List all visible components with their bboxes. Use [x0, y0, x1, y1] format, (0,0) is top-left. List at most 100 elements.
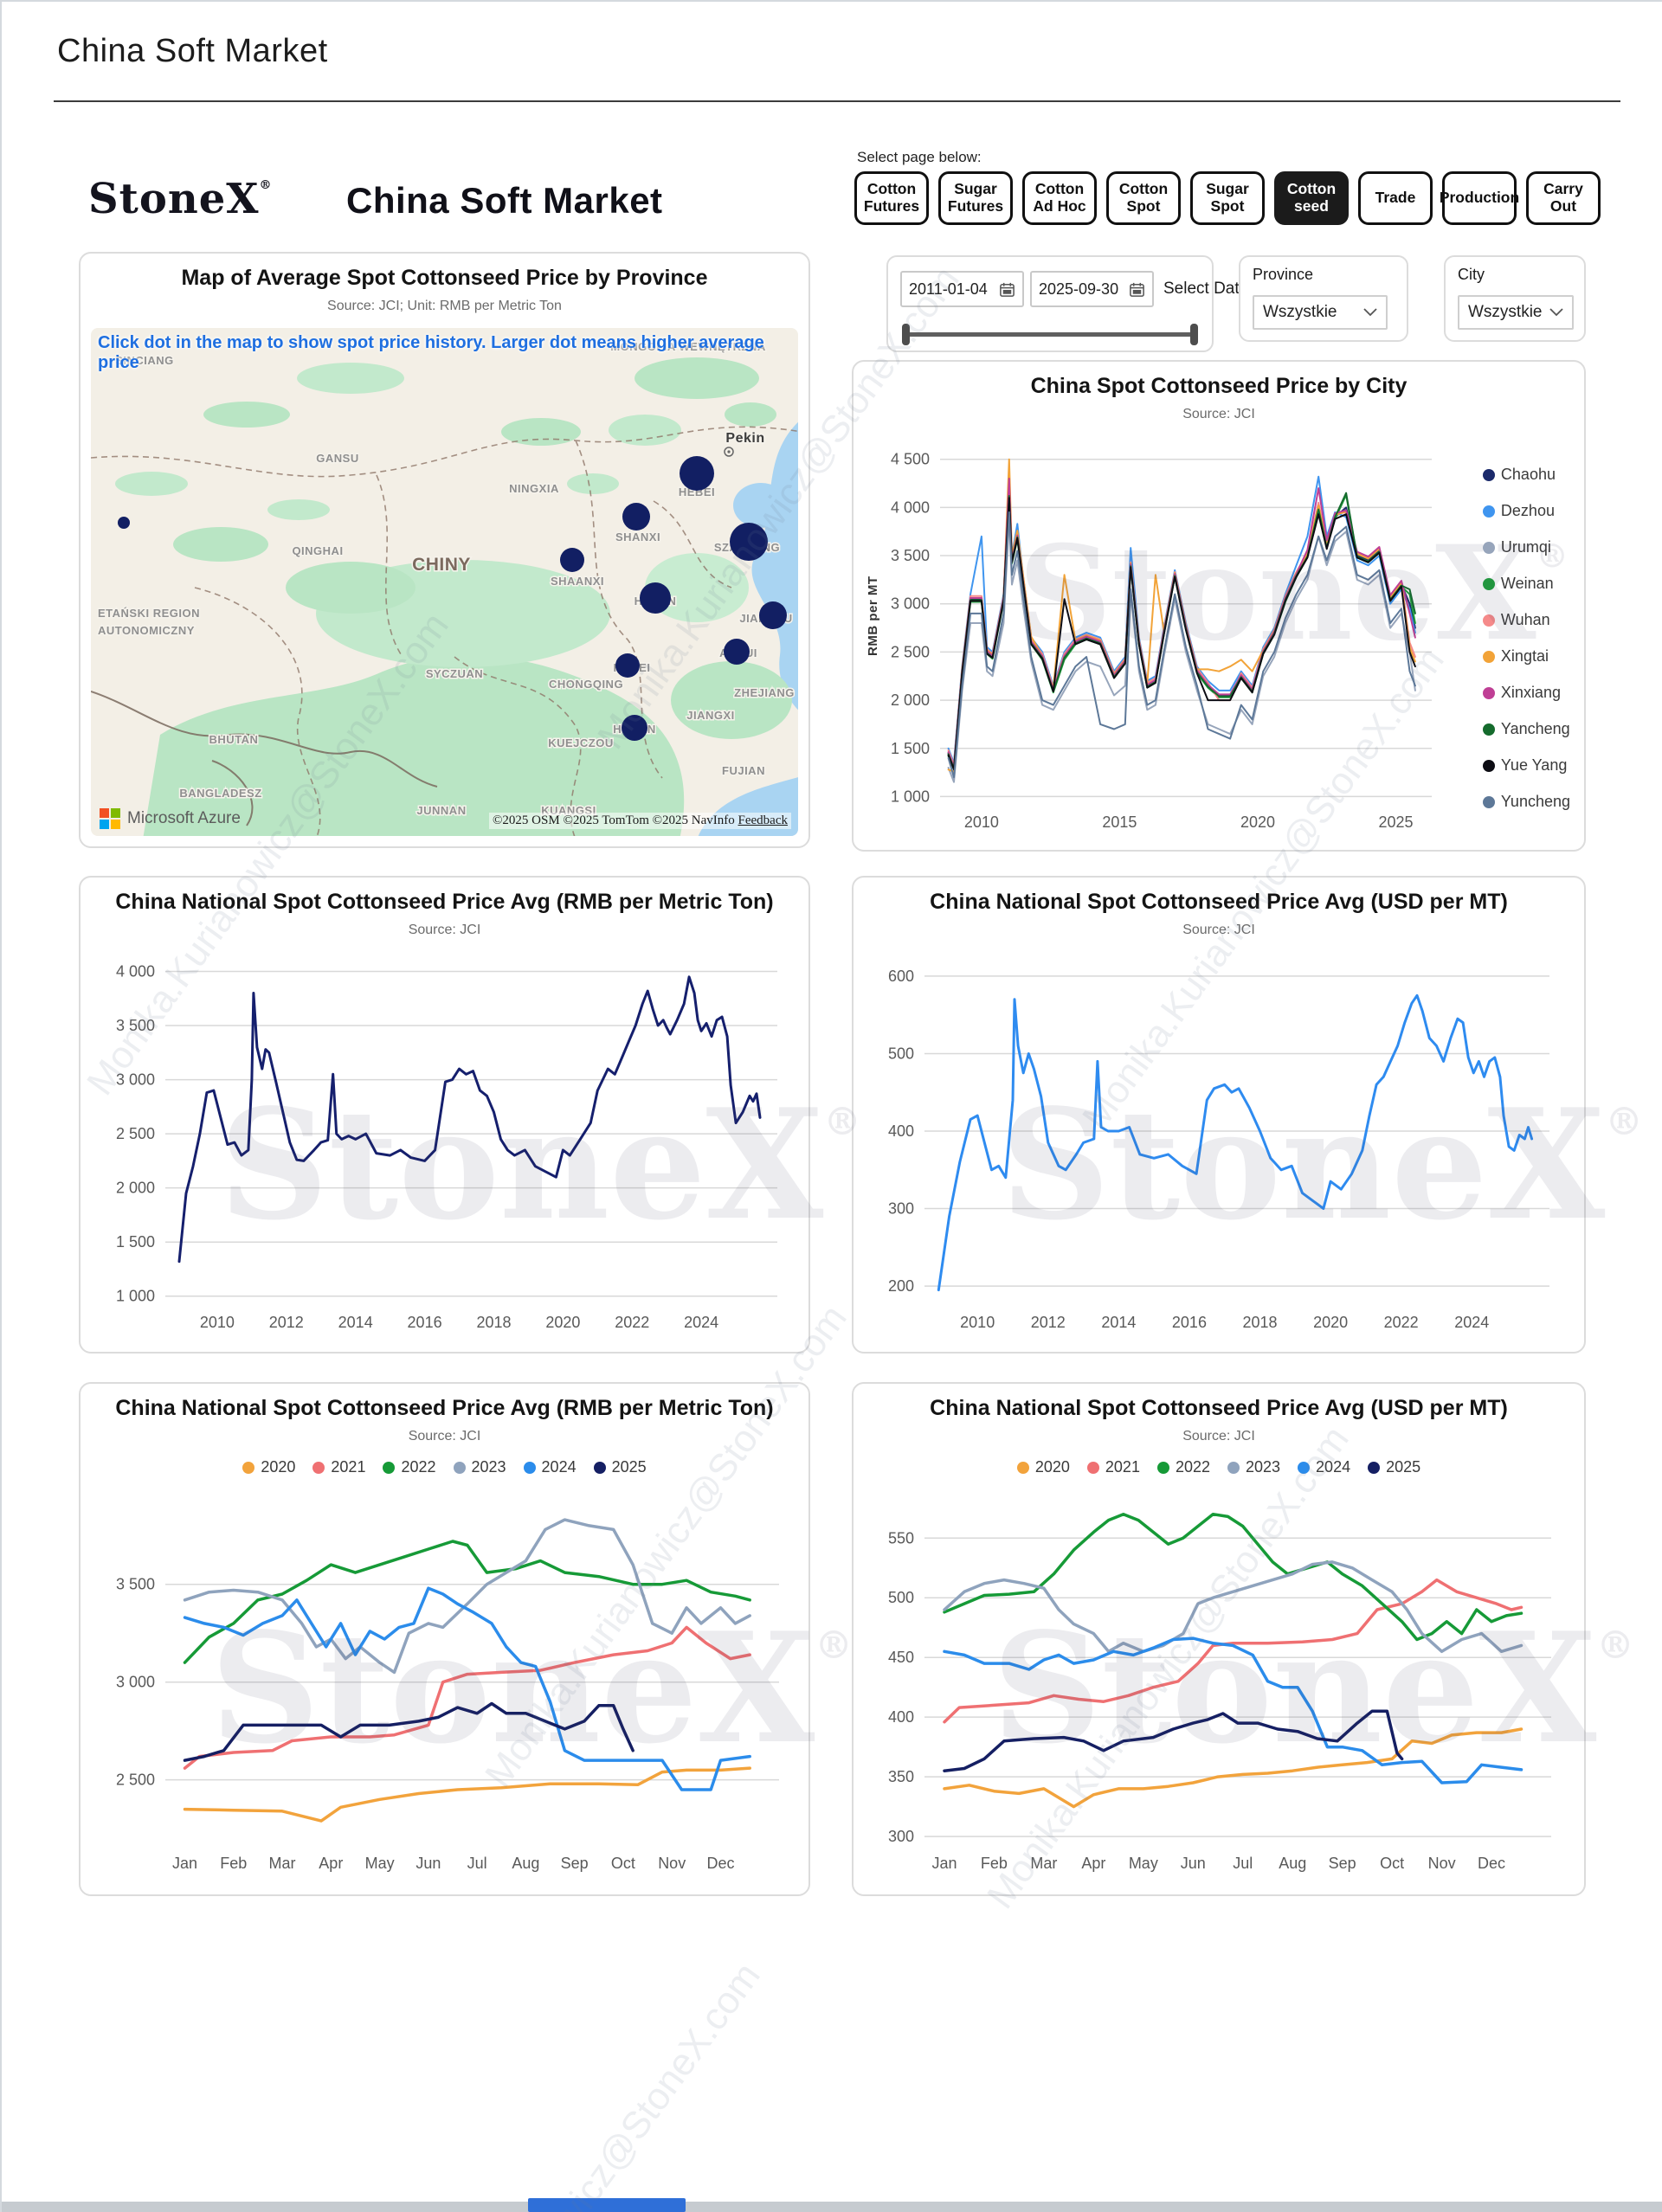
nav-button-cotton-futures[interactable]: Cotton Futures: [854, 171, 929, 225]
legend-dot: [1016, 1461, 1029, 1474]
legend-dot: [1482, 541, 1495, 554]
legend-item-2024[interactable]: 2024: [523, 1458, 577, 1476]
nav-button-carry-out[interactable]: Carry Out: [1526, 171, 1601, 225]
calendar-icon: [1130, 282, 1144, 297]
svg-text:2018: 2018: [476, 1314, 511, 1331]
legend-item-urumqi[interactable]: Urumqi: [1482, 538, 1570, 556]
series-2025: [943, 1709, 1404, 1772]
svg-text:2012: 2012: [1031, 1314, 1066, 1331]
legend-item-2025[interactable]: 2025: [1368, 1458, 1420, 1476]
map-city-dot[interactable]: [724, 639, 750, 665]
nav-button-cotton-spot[interactable]: Cotton Spot: [1106, 171, 1181, 225]
map-city-dot[interactable]: [615, 653, 640, 678]
province-select[interactable]: Wszystkie: [1253, 295, 1388, 330]
legend-dot: [242, 1461, 255, 1474]
china-map[interactable]: Click dot in the map to show spot price …: [91, 328, 798, 836]
scrollbar-track[interactable]: [2, 2202, 1662, 2212]
city-chart-legend: Chaohu Dezhou Urumqi Weinan Wuhan Xingtai Xinx…: [1482, 466, 1570, 811]
legend-item-wuhan[interactable]: Wuhan: [1482, 611, 1570, 629]
nav-button-cotton-seed[interactable]: Cotton seed: [1274, 171, 1349, 225]
legend-item-2021[interactable]: 2021: [312, 1458, 365, 1476]
map-city-dot[interactable]: [622, 715, 647, 741]
map-label-gansu: GANSU: [316, 452, 358, 465]
svg-text:3 500: 3 500: [116, 1017, 155, 1034]
svg-text:300: 300: [888, 1200, 914, 1218]
terrain-patch: [115, 472, 188, 496]
svg-text:2 500: 2 500: [891, 643, 930, 660]
svg-text:300: 300: [888, 1828, 914, 1845]
terrain-patch: [635, 357, 759, 399]
map-city-dot[interactable]: [680, 456, 714, 491]
scrollbar-thumb[interactable]: [528, 2198, 686, 2212]
svg-text:Jun: Jun: [416, 1855, 441, 1872]
map-city-dot[interactable]: [622, 503, 650, 530]
map-label-pekin: Pekin: [725, 431, 764, 446]
select-date-label: Select Date: [1163, 280, 1249, 298]
terrain-patch: [286, 562, 416, 614]
legend-item-2021[interactable]: 2021: [1086, 1458, 1140, 1476]
country-borders: [91, 691, 438, 826]
usd-history-canvas: 200 300 400 500 600 2010 2012 2014 2016 2018 2020 2…: [888, 968, 1549, 1331]
slider-handle-start[interactable]: [902, 324, 910, 345]
legend-dot: [1086, 1461, 1099, 1474]
legend-label: 2021: [331, 1458, 366, 1476]
date-range-slider[interactable]: [902, 323, 1198, 345]
date-end-input[interactable]: 2025-09-30: [1030, 271, 1154, 307]
feedback-link[interactable]: Feedback: [738, 813, 788, 827]
series-2023: [943, 1560, 1524, 1654]
date-start-input[interactable]: 2011-01-04: [900, 271, 1024, 307]
legend-item-2025[interactable]: 2025: [593, 1458, 647, 1476]
city-select[interactable]: Wszystkie: [1458, 295, 1574, 330]
legend-item-yue-yang[interactable]: Yue Yang: [1482, 756, 1570, 775]
svg-text:Apr: Apr: [1081, 1855, 1105, 1872]
nav-button-trade[interactable]: Trade: [1358, 171, 1433, 225]
seasonal-rmb-panel: China National Spot Cottonseed Price Avg…: [79, 1382, 853, 1896]
nav-button-cotton-ad-hoc[interactable]: Cotton Ad Hoc: [1022, 171, 1097, 225]
city-chart-canvas: 1 000 1 500 2 000 2 500 3 000 3 500 4 000 4 500…: [891, 451, 1432, 831]
svg-text:550: 550: [888, 1529, 914, 1546]
legend-item-2020[interactable]: 2020: [242, 1458, 295, 1476]
svg-text:4 000: 4 000: [116, 963, 155, 981]
legend-item-dezhou[interactable]: Dezhou: [1482, 502, 1570, 520]
map-city-dot[interactable]: [118, 517, 130, 529]
svg-text:500: 500: [888, 1589, 914, 1606]
legend-item-xingtai[interactable]: Xingtai: [1482, 647, 1570, 666]
legend-item-2024[interactable]: 2024: [1298, 1458, 1350, 1476]
nav-button-production[interactable]: Production: [1440, 171, 1519, 225]
map-panel: Map of Average Spot Cottonseed Price by …: [79, 252, 810, 848]
nav-button-sugar-futures[interactable]: Sugar Futures: [938, 171, 1013, 225]
terrain-south: [143, 655, 685, 836]
seasonal-usd-subtitle: Source: JCI: [1182, 1429, 1255, 1444]
svg-text:2010: 2010: [964, 813, 999, 831]
legend-label: 2022: [401, 1458, 436, 1476]
series-2023: [183, 1518, 751, 1675]
map-canvas: SINCIANG MONGOLIA WEWNĘTRZNA GANSU NINGXIA Q…: [91, 339, 798, 836]
svg-text:Aug: Aug: [1279, 1855, 1306, 1872]
legend-item-2020[interactable]: 2020: [1016, 1458, 1070, 1476]
legend-item-yancheng[interactable]: Yancheng: [1482, 720, 1570, 738]
map-city-dot[interactable]: [640, 582, 671, 614]
svg-text:4 000: 4 000: [891, 498, 930, 516]
legend-item-chaohu[interactable]: Chaohu: [1482, 466, 1570, 484]
svg-text:1 000: 1 000: [116, 1288, 155, 1305]
map-city-dot[interactable]: [560, 548, 584, 572]
legend-item-2022[interactable]: 2022: [1156, 1458, 1210, 1476]
series-xingtai: [947, 458, 1416, 773]
legend-label: 2020: [261, 1458, 296, 1476]
legend-item-weinan[interactable]: Weinan: [1482, 575, 1570, 593]
svg-text:2014: 2014: [1101, 1314, 1136, 1331]
legend-item-2023[interactable]: 2023: [453, 1458, 506, 1476]
nav-button-sugar-spot[interactable]: Sugar Spot: [1190, 171, 1265, 225]
legend-item-2022[interactable]: 2022: [383, 1458, 436, 1476]
legend-item-2023[interactable]: 2023: [1227, 1458, 1280, 1476]
svg-text:500: 500: [888, 1045, 914, 1062]
watermark-email: Monika.Kurianowicz@StoneX.com: [390, 1955, 769, 2212]
legend-item-yuncheng[interactable]: Yuncheng: [1482, 793, 1570, 811]
slider-track[interactable]: [907, 332, 1193, 337]
legend-label: 2024: [541, 1458, 577, 1476]
map-city-dot[interactable]: [730, 523, 768, 561]
legend-item-xinxiang[interactable]: Xinxiang: [1482, 684, 1570, 702]
slider-handle-end[interactable]: [1190, 324, 1198, 345]
map-city-dot[interactable]: [759, 601, 787, 629]
seasonal-usd-title: China National Spot Cottonseed Price Avg…: [930, 1396, 1508, 1420]
